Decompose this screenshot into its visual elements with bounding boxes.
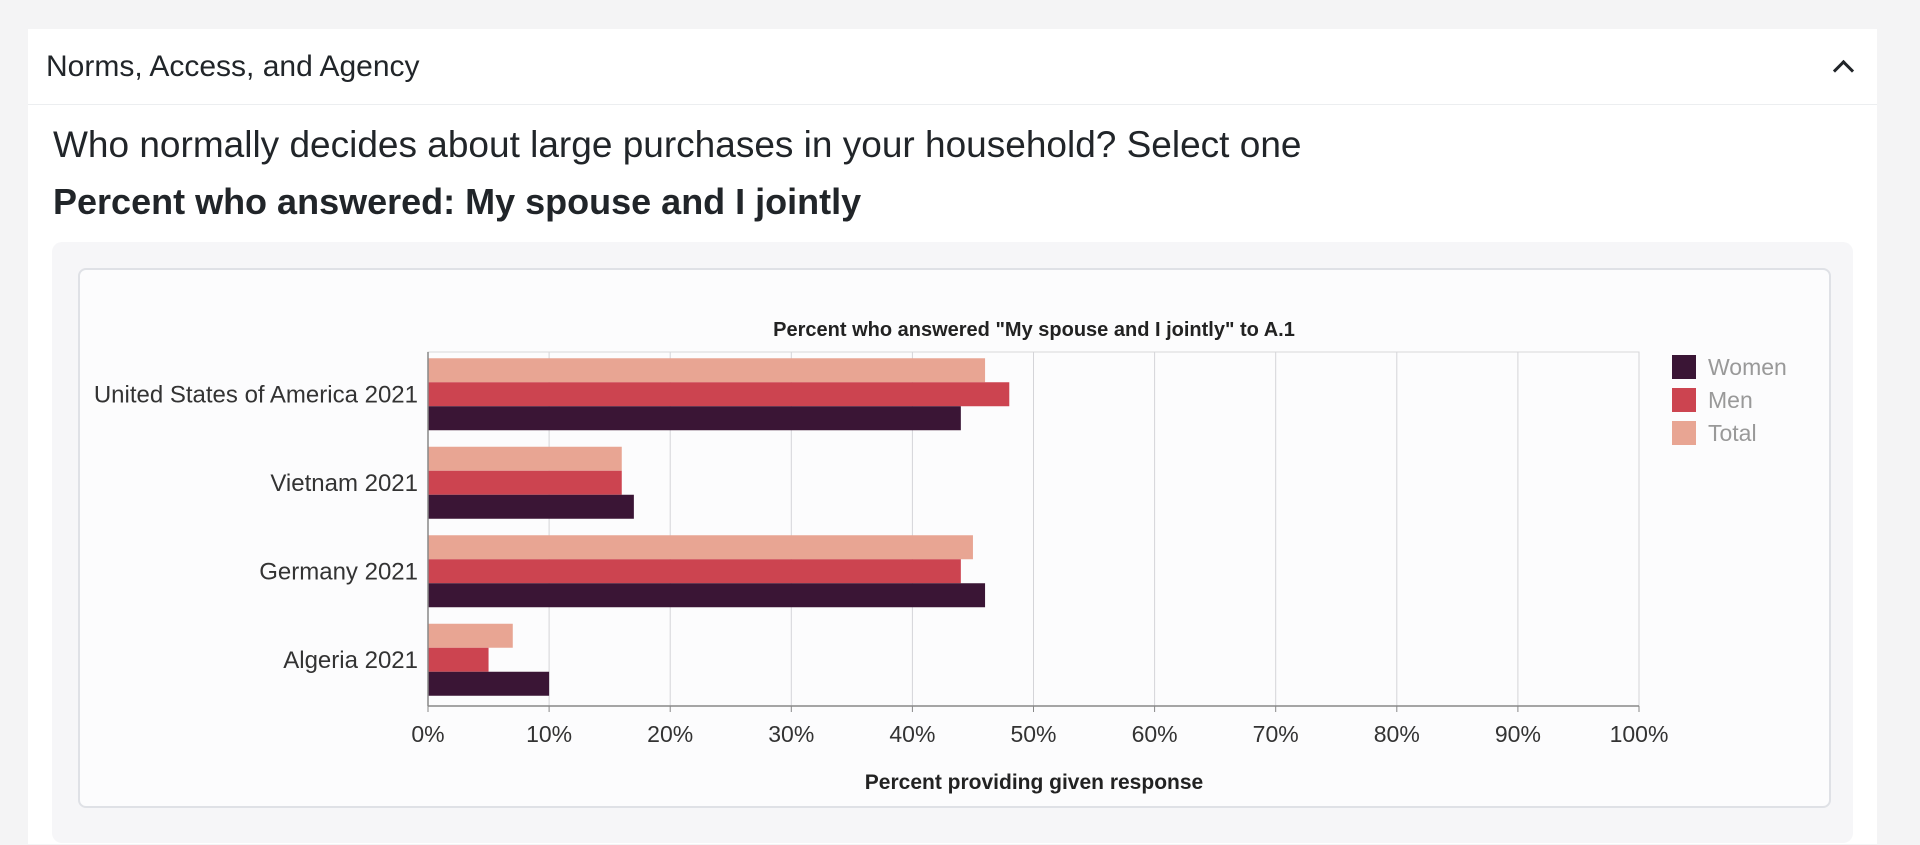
- legend-swatch-women[interactable]: [1672, 355, 1696, 379]
- legend-label-women[interactable]: Women: [1708, 354, 1787, 380]
- legend-label-total[interactable]: Total: [1708, 420, 1757, 446]
- bar-total-2[interactable]: [428, 446, 622, 471]
- x-tick-label: 20%: [647, 721, 693, 747]
- question-text: Who normally decides about large purchas…: [53, 124, 1302, 165]
- bar-women-1[interactable]: [428, 406, 961, 431]
- x-tick-label: 90%: [1495, 721, 1541, 747]
- x-tick-label: 50%: [1010, 721, 1056, 747]
- x-tick-label: 80%: [1374, 721, 1420, 747]
- y-category-label: United States of America 2021: [94, 381, 418, 408]
- bar-total-3[interactable]: [428, 535, 973, 560]
- bar-total-1[interactable]: [428, 358, 986, 383]
- y-category-label: Vietnam 2021: [270, 470, 418, 497]
- bar-men-4[interactable]: [428, 647, 489, 672]
- x-tick-label: 10%: [526, 721, 572, 747]
- x-tick-label: 30%: [768, 721, 814, 747]
- chart-well: 0% 10% 20% 30% 40% 50% 60% 70% 80% 90% 100% United …: [52, 242, 1853, 843]
- x-tick-label: 40%: [889, 721, 935, 747]
- section-title: Norms, Access, and Agency: [46, 49, 420, 83]
- bar-women-4[interactable]: [428, 671, 550, 696]
- accordion-header[interactable]: Norms, Access, and Agency: [28, 29, 1877, 105]
- bar-women-2[interactable]: [428, 494, 634, 519]
- answer-heading: Percent who answered: My spouse and I jo…: [53, 181, 862, 222]
- bar-men-3[interactable]: [428, 559, 961, 584]
- x-tick-label: 70%: [1253, 721, 1299, 747]
- chart-panel: 0% 10% 20% 30% 40% 50% 60% 70% 80% 90% 100% United …: [78, 268, 1831, 808]
- x-tick-label: 0%: [411, 721, 444, 747]
- bar-total-4[interactable]: [428, 623, 513, 648]
- x-tick-label: 100%: [1610, 721, 1669, 747]
- bar-women-3[interactable]: [428, 583, 986, 608]
- legend-swatch-total[interactable]: [1672, 421, 1696, 445]
- x-axis-label: Percent providing given response: [865, 771, 1203, 794]
- bar-men-1[interactable]: [428, 382, 1010, 407]
- bar-men-2[interactable]: [428, 470, 622, 495]
- y-category-label: Algeria 2021: [283, 647, 418, 674]
- legend-swatch-men[interactable]: [1672, 388, 1696, 412]
- chart-title: Percent who answered "My spouse and I jo…: [773, 319, 1295, 341]
- y-category-label: Germany 2021: [259, 558, 418, 585]
- x-tick-label: 60%: [1132, 721, 1178, 747]
- legend-label-men[interactable]: Men: [1708, 387, 1753, 413]
- norms-access-agency-card: Norms, Access, and Agency Who normally d…: [28, 29, 1877, 844]
